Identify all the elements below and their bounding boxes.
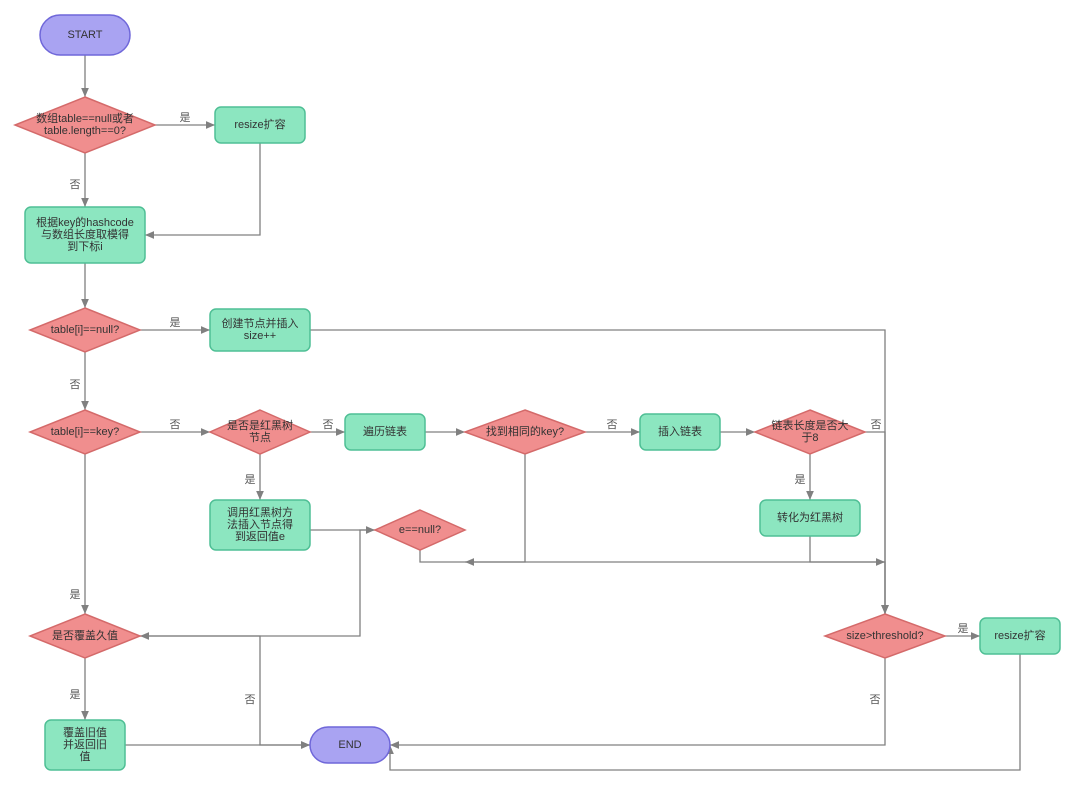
node-label-d_foundkey: 找到相同的key?	[486, 424, 564, 438]
edge	[145, 143, 260, 235]
node-label-start: START	[67, 29, 102, 41]
flowchart-canvas: 是否是否否是否是否是否是否是否START数组table==null或者table…	[0, 0, 1080, 790]
edge-label: 是	[70, 688, 81, 701]
edges-group: 是否是否否是否是否是否是否是否	[70, 55, 1021, 770]
node-p_rbcall: 调用红黑树方法插入节点得到返回值e	[210, 500, 310, 550]
edge-label: 是	[170, 316, 181, 329]
node-label-d_enull: e==null?	[399, 524, 441, 536]
node-p_hash: 根据key的hashcode与数组长度取模得到下标i	[25, 207, 145, 263]
node-label-d_slotnull: table[i]==null?	[51, 324, 120, 336]
node-label-p_inslist: 插入链表	[658, 424, 702, 438]
node-label-d_override: 是否覆盖久值	[52, 628, 118, 642]
edge-label: 是	[245, 473, 256, 486]
edge-label: 否	[871, 419, 882, 431]
node-label-p_resize2: resize扩容	[994, 628, 1045, 642]
edge-label: 否	[323, 419, 334, 431]
node-start: START	[40, 15, 130, 55]
node-p_inslist: 插入链表	[640, 414, 720, 450]
node-d_foundkey: 找到相同的key?	[465, 410, 585, 454]
edge-label: 是	[958, 622, 969, 635]
node-label-p_torb: 转化为红黑树	[777, 510, 843, 524]
edge	[390, 654, 1020, 770]
node-p_resize1: resize扩容	[215, 107, 305, 143]
node-label-p_resize1: resize扩容	[234, 117, 285, 131]
node-d_sizeth: size>threshold?	[825, 614, 945, 658]
node-label-d_tablenull: 数组table==null或者table.length==0?	[36, 111, 134, 137]
node-d_slotnull: table[i]==null?	[30, 308, 140, 352]
node-label-d_keyeq: table[i]==key?	[51, 426, 120, 438]
edge-label: 是	[70, 588, 81, 601]
edge	[865, 432, 885, 614]
edge	[390, 658, 885, 745]
node-d_enull: e==null?	[375, 510, 465, 550]
node-label-end: END	[338, 739, 361, 751]
node-d_tablenull: 数组table==null或者table.length==0?	[15, 97, 155, 153]
edge-label: 否	[870, 694, 881, 706]
edge	[310, 330, 885, 614]
edge-label: 是	[795, 473, 806, 486]
node-p_resize2: resize扩容	[980, 618, 1060, 654]
node-d_override: 是否覆盖久值	[30, 614, 140, 658]
edge-label: 否	[607, 419, 618, 431]
node-d_rbtree: 是否是红黑树节点	[210, 410, 310, 454]
edge-label: 否	[70, 379, 81, 391]
node-p_insert: 创建节点并插入size++	[210, 309, 310, 351]
node-p_cover: 覆盖旧值并返回旧值	[45, 720, 125, 770]
edge	[420, 550, 885, 562]
node-label-p_traverse: 遍历链表	[363, 424, 407, 438]
edge-label: 否	[245, 694, 256, 706]
edge-label: 是	[180, 111, 191, 124]
edge-label: 否	[70, 179, 81, 191]
edge-label: 否	[170, 419, 181, 431]
node-d_len8: 链表长度是否大于8	[755, 410, 865, 454]
node-label-d_sizeth: size>threshold?	[846, 630, 923, 642]
node-p_torb: 转化为红黑树	[760, 500, 860, 536]
edge	[140, 636, 310, 745]
nodes-group: START 数组table==null或者table.length==0? resi…	[15, 15, 1060, 770]
edge	[810, 536, 885, 614]
node-end: END	[310, 727, 390, 763]
node-d_keyeq: table[i]==key?	[30, 410, 140, 454]
node-label-p_rbcall: 调用红黑树方法插入节点得到返回值e	[227, 505, 293, 543]
edge	[465, 454, 525, 562]
node-p_traverse: 遍历链表	[345, 414, 425, 450]
